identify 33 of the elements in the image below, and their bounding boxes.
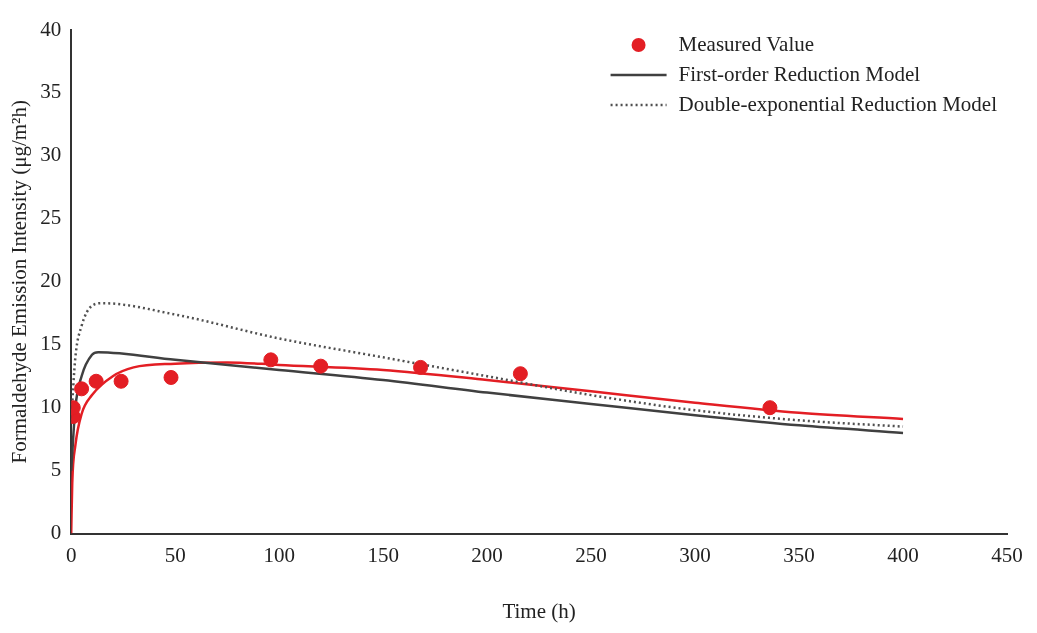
point xyxy=(413,359,429,375)
point xyxy=(113,373,129,389)
y-tick-label: 10 xyxy=(40,394,62,419)
y-tick-label: 35 xyxy=(40,79,62,104)
legend-label: First-order Reduction Model xyxy=(678,61,921,86)
y-tick-label: 15 xyxy=(40,331,62,356)
x-axis-title: Time (h) xyxy=(502,598,576,623)
legend-label: Measured Value xyxy=(678,31,815,56)
x-tick-label: 400 xyxy=(887,542,919,567)
x-tick-label: 100 xyxy=(263,542,295,567)
point xyxy=(263,352,279,368)
x-tick-label: 50 xyxy=(164,542,186,567)
y-tick-label: 20 xyxy=(40,268,62,293)
y-tick-label: 0 xyxy=(50,520,62,545)
x-tick-label: 200 xyxy=(471,542,503,567)
y-tick-label: 25 xyxy=(40,205,62,230)
x-tick-label: 150 xyxy=(367,542,399,567)
x-tick-label: 450 xyxy=(991,542,1023,567)
y-tick-label: 5 xyxy=(50,457,62,482)
point xyxy=(88,373,104,389)
y-tick-label: 30 xyxy=(40,142,62,167)
point xyxy=(74,381,90,397)
point xyxy=(313,358,329,374)
x-tick-label: 300 xyxy=(679,542,711,567)
y-tick-label: 40 xyxy=(40,16,62,41)
y-axis-title: Formaldehyde Emission Intensity (μg/m²h) xyxy=(7,100,32,464)
x-tick-label: 350 xyxy=(783,542,815,567)
x-tick-label: 250 xyxy=(575,542,607,567)
point xyxy=(512,366,528,382)
legend-label: Double-exponential Reduction Model xyxy=(678,91,998,116)
point xyxy=(762,400,778,416)
point xyxy=(163,369,179,385)
line-series xyxy=(71,351,905,472)
